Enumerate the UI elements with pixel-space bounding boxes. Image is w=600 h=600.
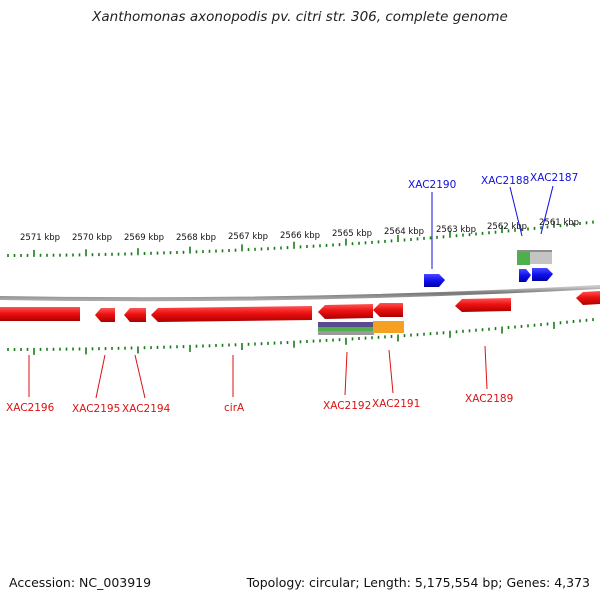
map-title: Xanthomonas axonopodis pv. citri str. 30… (92, 9, 508, 25)
gene-XAC2188[interactable] (519, 269, 531, 282)
genes-label: Genes: (506, 575, 551, 590)
gene-XAC2192[interactable] (318, 304, 373, 319)
gene-XAC2196[interactable] (0, 307, 80, 321)
forward-tick-track (7, 220, 594, 257)
gene-label-XAC2187[interactable]: XAC2187 (530, 172, 578, 184)
tick-label: 2563 kbp (436, 225, 476, 235)
annotation-bar-orange (373, 321, 404, 333)
accession-label: Accession: (9, 575, 76, 590)
genome-backbone (0, 285, 600, 302)
tick-label: 2567 kbp (228, 232, 268, 242)
tick-labels: 2571 kbp 2570 kbp 2569 kbp 2568 kbp 2567… (20, 218, 579, 243)
length-label: Length: (363, 575, 411, 590)
tick-label: 2566 kbp (280, 231, 320, 241)
tick-label: 2565 kbp (332, 229, 372, 239)
gene-label-XAC2190[interactable]: XAC2190 (408, 179, 456, 191)
gene-label-XAC2188[interactable]: XAC2188 (481, 175, 529, 187)
tick-label: 2568 kbp (176, 233, 216, 243)
gene-XAC2189[interactable] (455, 298, 511, 312)
gene-XAC2194[interactable] (124, 308, 146, 322)
gene-label-XAC2195[interactable]: XAC2195 (72, 403, 120, 415)
gene-label-XAC2194[interactable]: XAC2194 (122, 403, 171, 415)
tick-label: 2564 kbp (384, 227, 424, 237)
gene-label-XAC2189[interactable]: XAC2189 (465, 393, 513, 405)
gene-label-XAC2192[interactable]: XAC2192 (323, 400, 371, 412)
tick-label: 2570 kbp (72, 233, 112, 243)
tick-label: 2561 kbp (539, 218, 579, 228)
annotation-bar-top (517, 250, 552, 252)
annotation-bars (318, 321, 404, 335)
reverse-genes (0, 291, 600, 322)
forward-genes (424, 268, 553, 287)
tick-label: 2571 kbp (20, 233, 60, 243)
forward-labels: XAC2190 XAC2188 XAC2187 (408, 172, 578, 269)
topology-value: circular; (309, 575, 360, 590)
gene-XAC2191[interactable] (373, 303, 403, 317)
tick-label: 2562 kbp (487, 222, 527, 232)
genes-value: 4,373 (554, 575, 590, 590)
annotation-bar-gray (318, 331, 374, 335)
gene-XAC2195[interactable] (95, 308, 115, 322)
gene-label-XAC2196[interactable]: XAC2196 (6, 402, 55, 414)
gene-cirA[interactable] (151, 306, 312, 322)
topology-label: Topology: (246, 575, 306, 590)
gene-label-XAC2191[interactable]: XAC2191 (372, 398, 420, 410)
genome-stats: Topology: circular; Length: 5,175,554 bp… (247, 575, 590, 590)
length-value: 5,175,554 bp; (414, 575, 503, 590)
gene-next-reverse[interactable] (576, 291, 600, 305)
annotation-bar-green-small (517, 251, 530, 265)
reverse-labels: XAC2196 XAC2195 XAC2194 cirA XAC2192 XAC… (6, 345, 513, 415)
annotation-bar-purple (318, 322, 374, 327)
accession-value: NC_003919 (79, 575, 152, 590)
gene-XAC2190[interactable] (424, 274, 445, 287)
reverse-tick-track (7, 318, 594, 355)
forward-annotation-bars (517, 250, 552, 265)
gene-label-cirA[interactable]: cirA (224, 402, 245, 414)
tick-label: 2569 kbp (124, 233, 164, 243)
annotation-bar-gray-small (530, 250, 552, 264)
annotation-bar-green (318, 327, 374, 331)
accession-info: Accession: NC_003919 (9, 575, 151, 590)
gene-XAC2187[interactable] (532, 268, 553, 281)
